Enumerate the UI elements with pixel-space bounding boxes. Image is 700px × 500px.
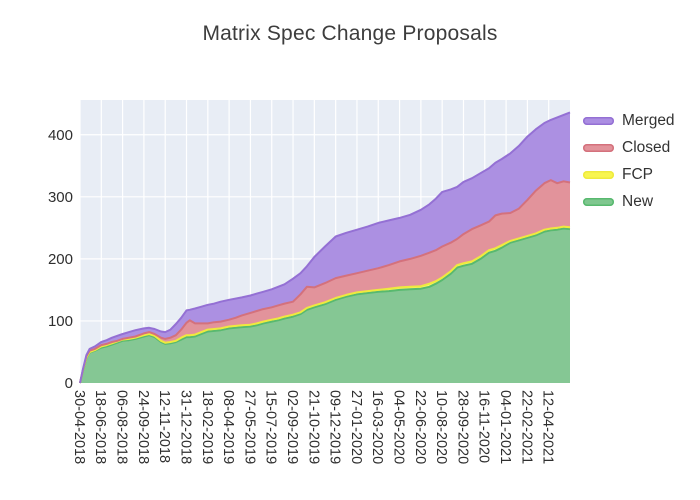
- x-tick-label: 09-12-2019: [327, 390, 343, 464]
- y-tick-label: 0: [65, 375, 73, 392]
- chart-title: Matrix Spec Change Proposals: [202, 22, 498, 45]
- series-area-new: [80, 228, 570, 383]
- series-line-closed: [79, 179, 571, 384]
- x-tick-label: 18-02-2019: [199, 390, 215, 464]
- x-tick-label: 02-09-2019: [284, 390, 300, 464]
- x-tick-label: 22-02-2021: [518, 390, 534, 464]
- y-tick-label: 300: [48, 189, 73, 206]
- y-tick-label: 100: [48, 313, 73, 330]
- x-tick-label: 22-06-2020: [412, 390, 428, 464]
- series-line-new: [79, 227, 571, 384]
- x-tick-label: 10-08-2020: [433, 390, 449, 464]
- x-tick-label: 21-10-2019: [305, 390, 321, 464]
- series-line-merged: [79, 111, 571, 384]
- legend-label: Closed: [622, 138, 671, 156]
- x-tick-label: 24-09-2018: [135, 390, 151, 464]
- x-axis-ticks: 30-04-2018 18-06-2018 06-08-2018 24-09-2018…: [71, 390, 556, 464]
- x-tick-label: 18-06-2018: [92, 390, 108, 464]
- x-tick-label: 28-09-2020: [454, 390, 470, 464]
- legend-swatch-icon: [583, 197, 614, 206]
- x-tick-label: 27-01-2020: [348, 390, 364, 464]
- legend-item-fcp[interactable]: FCP: [583, 161, 675, 188]
- x-tick-label: 16-11-2020: [476, 390, 492, 463]
- y-tick-label: 200: [48, 251, 73, 268]
- legend-swatch-icon: [583, 143, 614, 152]
- legend-item-closed[interactable]: Closed: [583, 134, 675, 161]
- x-tick-label: 12-11-2018: [156, 390, 172, 463]
- x-tick-label: 12-04-2021: [540, 390, 556, 464]
- legend: Merged Closed FCP New: [583, 107, 675, 215]
- x-tick-label: 31-12-2018: [177, 390, 193, 464]
- x-tick-label: 04-05-2020: [390, 390, 406, 464]
- legend-swatch-icon: [583, 116, 614, 125]
- x-tick-label: 08-04-2019: [220, 390, 236, 464]
- legend-label: FCP: [622, 165, 653, 183]
- x-tick-label: 06-08-2018: [114, 390, 130, 464]
- y-axis-ticks: 0 100 200 300 400: [48, 127, 73, 392]
- x-tick-label: 15-07-2019: [263, 390, 279, 464]
- series-line-fcp: [79, 225, 571, 384]
- legend-label: New: [622, 192, 654, 210]
- legend-label: Merged: [622, 111, 675, 129]
- x-tick-label: 16-03-2020: [369, 390, 385, 464]
- x-tick-label: 04-01-2021: [497, 390, 513, 464]
- legend-item-new[interactable]: New: [583, 188, 675, 215]
- legend-swatch-icon: [583, 170, 614, 179]
- legend-item-merged[interactable]: Merged: [583, 107, 675, 134]
- x-tick-label: 27-05-2019: [241, 390, 257, 464]
- x-tick-label: 30-04-2018: [71, 390, 87, 464]
- y-tick-label: 400: [48, 127, 73, 144]
